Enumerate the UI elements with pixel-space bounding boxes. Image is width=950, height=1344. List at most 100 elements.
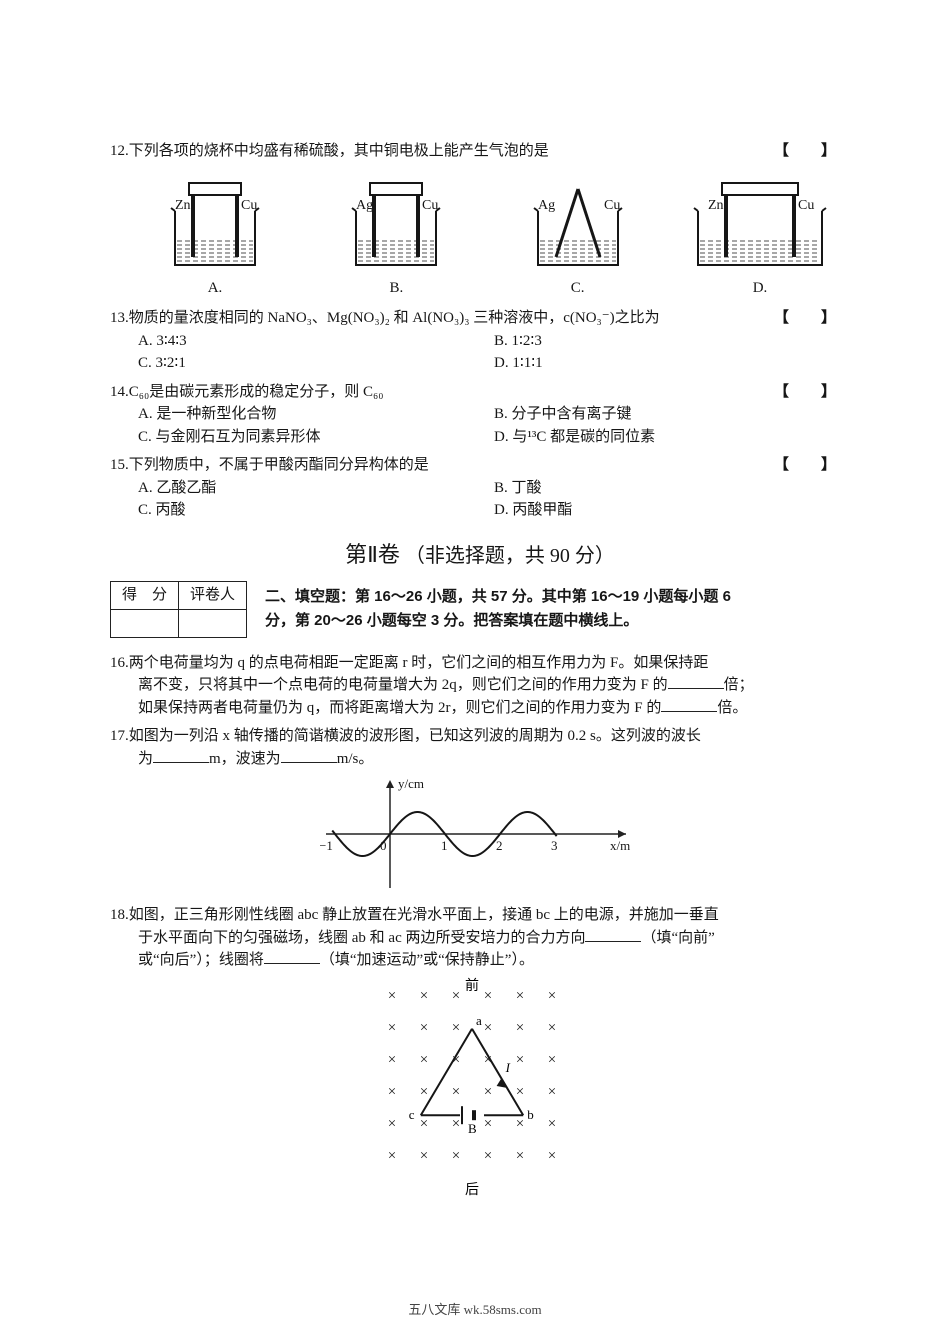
svg-text:×: ×	[516, 1020, 524, 1036]
q17-l2a: 为	[138, 751, 153, 767]
svg-text:Ag: Ag	[356, 198, 373, 213]
svg-text:×: ×	[484, 1116, 492, 1132]
q12-diagram-label: B.	[389, 277, 403, 300]
q18-num: 18.	[110, 904, 129, 927]
svg-text:×: ×	[516, 1116, 524, 1132]
q15-opt-b[interactable]: B. 丁酸	[494, 477, 850, 500]
q17-blank-1[interactable]	[153, 748, 209, 763]
q14-opt-a[interactable]: A. 是一种新型化合物	[138, 403, 494, 426]
q16-blank-2[interactable]	[661, 697, 717, 712]
q12-num: 12.	[110, 140, 129, 163]
svg-text:Cu: Cu	[604, 198, 620, 213]
q18-blank-2[interactable]	[264, 949, 320, 964]
svg-text:×: ×	[388, 1084, 396, 1100]
svg-text:Cu: Cu	[422, 198, 438, 213]
svg-text:×: ×	[452, 1020, 460, 1036]
svg-text:Ag: Ag	[538, 198, 555, 213]
svg-text:×: ×	[452, 1148, 460, 1164]
q14-opt-b[interactable]: B. 分子中含有离子键	[494, 403, 850, 426]
score-row: 得 分 评卷人 二、填空题：第 16～26 小题，共 57 分。其中第 16～1…	[110, 581, 850, 638]
svg-text:B: B	[468, 1121, 477, 1136]
svg-text:×: ×	[484, 988, 492, 1004]
q12-diagram-a[interactable]: Zn Cu A.	[136, 169, 294, 300]
q15-opt-d[interactable]: D. 丙酸甲酯	[494, 499, 850, 522]
svg-text:c: c	[409, 1107, 415, 1122]
q16-blank-1[interactable]	[668, 674, 724, 689]
question-17: 17. 如图为一列沿 x 轴传播的简谐横波的波形图，已知这列波的周期为 0.2 …	[110, 725, 850, 894]
question-12: 12. 下列各项的烧杯中均盛有稀硫酸，其中铜电极上能产生气泡的是 【 】 Zn …	[110, 140, 850, 301]
score-blank-2[interactable]	[179, 609, 247, 637]
svg-text:3: 3	[551, 838, 558, 853]
svg-text:0: 0	[380, 838, 387, 853]
svg-text:x/m: x/m	[610, 838, 630, 853]
svg-text:×: ×	[484, 1084, 492, 1100]
q16-l2b: 倍；	[724, 677, 754, 693]
score-blank-1[interactable]	[111, 609, 179, 637]
q12-diagram-label: D.	[753, 277, 768, 300]
q16-num: 16.	[110, 652, 129, 675]
q17-wave-diagram: −1 0 1 2 3 y/cm x/m	[110, 774, 850, 894]
q16-l2a: 离不变，只将其中一个点电荷的电荷量增大为 2q，则它们之间的作用力变为 F 的	[138, 677, 668, 693]
svg-text:b: b	[527, 1107, 534, 1122]
q14-bracket[interactable]: 【 】	[764, 381, 850, 404]
q14-opt-c[interactable]: C. 与金刚石互为同素异形体	[138, 426, 494, 449]
q12-diagram-d[interactable]: Zn Cu D.	[680, 169, 840, 300]
q18-blank-1[interactable]	[585, 927, 641, 942]
q15-num: 15.	[110, 454, 129, 477]
q14-opt-d[interactable]: D. 与¹³C 都是碳的同位素	[494, 426, 850, 449]
section-2-title-a: 第Ⅱ卷	[345, 542, 400, 567]
question-15: 15. 下列物质中，不属于甲酸丙酯同分异构体的是 【 】 A. 乙酸乙酯 B. …	[110, 454, 850, 522]
svg-text:Cu: Cu	[798, 198, 814, 213]
svg-text:Zn: Zn	[708, 198, 724, 213]
svg-text:×: ×	[548, 1116, 556, 1132]
svg-text:2: 2	[496, 838, 503, 853]
q13-bracket[interactable]: 【 】	[764, 307, 850, 330]
svg-text:前: 前	[465, 977, 479, 994]
svg-text:×: ×	[388, 1148, 396, 1164]
q16-l1: 两个电荷量均为 q 的点电荷相距一定距离 r 时，它们之间的相互作用力为 F。如…	[129, 652, 850, 675]
q18-l3b: （填“加速运动”或“保持静止”）。	[320, 952, 534, 968]
q12-text: 下列各项的烧杯中均盛有稀硫酸，其中铜电极上能产生气泡的是	[129, 140, 764, 163]
svg-text:×: ×	[452, 1116, 460, 1132]
q12-bracket[interactable]: 【 】	[764, 140, 850, 163]
q17-l2c: m/s。	[337, 751, 374, 767]
svg-text:×: ×	[516, 988, 524, 1004]
svg-text:×: ×	[516, 1148, 524, 1164]
svg-text:×: ×	[420, 1020, 428, 1036]
q17-l2b: m，波速为	[209, 751, 281, 767]
svg-text:y/cm: y/cm	[398, 776, 424, 791]
q13-opt-a[interactable]: A. 3∶4∶3	[138, 330, 494, 353]
question-13: 13. 物质的量浓度相同的 NaNO₃、Mg(NO₃)₂ 和 Al(NO₃)₃ …	[110, 307, 850, 375]
svg-text:×: ×	[420, 1148, 428, 1164]
svg-text:Cu: Cu	[241, 198, 257, 213]
svg-text:×: ×	[420, 1116, 428, 1132]
score-table: 得 分 评卷人	[110, 581, 247, 638]
q13-opt-d[interactable]: D. 1∶1∶1	[494, 352, 850, 375]
q12-diagram-label: C.	[571, 277, 585, 300]
svg-text:×: ×	[420, 1052, 428, 1068]
svg-text:×: ×	[516, 1052, 524, 1068]
q15-opt-c[interactable]: C. 丙酸	[138, 499, 494, 522]
svg-text:−1: −1	[320, 838, 333, 853]
svg-text:×: ×	[548, 1148, 556, 1164]
question-14: 14. C₆₀是由碳元素形成的稳定分子，则 C₆₀ 【 】 A. 是一种新型化合…	[110, 381, 850, 449]
q17-num: 17.	[110, 725, 129, 748]
svg-text:后: 后	[465, 1182, 479, 1196]
svg-text:×: ×	[420, 988, 428, 1004]
q13-opt-b[interactable]: B. 1∶2∶3	[494, 330, 850, 353]
q13-opt-c[interactable]: C. 3∶2∶1	[138, 352, 494, 375]
q12-diagrams: Zn Cu A. Ag Cu B. Ag Cu C. Zn Cu D.	[110, 163, 850, 302]
svg-text:1: 1	[441, 838, 448, 853]
q12-diagram-c[interactable]: Ag Cu C.	[499, 169, 657, 300]
svg-text:I: I	[505, 1060, 511, 1075]
svg-text:×: ×	[484, 1020, 492, 1036]
q16-l3b: 倍。	[717, 700, 747, 716]
svg-text:×: ×	[548, 1084, 556, 1100]
section-2-title: 第Ⅱ卷 （非选择题，共 90 分）	[110, 538, 850, 571]
q15-opt-a[interactable]: A. 乙酸乙酯	[138, 477, 494, 500]
svg-text:×: ×	[548, 988, 556, 1004]
q17-blank-2[interactable]	[281, 748, 337, 763]
q13-num: 13.	[110, 307, 129, 330]
q12-diagram-b[interactable]: Ag Cu B.	[317, 169, 475, 300]
q15-bracket[interactable]: 【 】	[764, 454, 850, 477]
